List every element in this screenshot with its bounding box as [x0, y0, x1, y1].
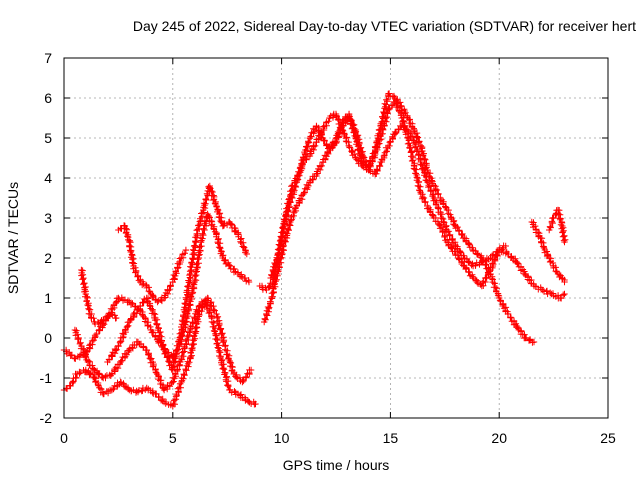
y-tick-label: 1	[44, 290, 52, 306]
x-axis-title: GPS time / hours	[283, 457, 390, 473]
data-point-markers	[546, 206, 569, 246]
y-tick-label: 7	[44, 50, 52, 66]
series-track-4	[115, 222, 190, 306]
y-tick-label: 6	[44, 90, 52, 106]
data-point-markers	[104, 182, 250, 374]
series-track-3	[78, 266, 120, 328]
series-track-8	[267, 90, 538, 346]
plot-frame	[63, 57, 609, 419]
y-axis-title: SDTVAR / TECUs	[5, 182, 21, 294]
x-tick-label: 0	[60, 430, 68, 446]
x-tick-label: 10	[274, 430, 290, 446]
y-tick-label: 5	[44, 130, 52, 146]
data-point-markers	[71, 294, 255, 394]
y-tick-label: 4	[44, 170, 52, 186]
y-tick-label: -1	[40, 370, 53, 386]
y-tick-label: 2	[44, 250, 52, 266]
x-tick-label: 25	[600, 430, 616, 446]
y-tick-label: -2	[40, 410, 53, 426]
series-track-10	[528, 218, 568, 286]
data-point-markers	[528, 218, 568, 286]
series-track-9	[261, 114, 509, 326]
y-tick-label: 0	[44, 330, 52, 346]
x-tick-label: 15	[383, 430, 399, 446]
series-track-6	[104, 182, 250, 374]
x-tick-label: 20	[491, 430, 507, 446]
data-point-markers	[78, 266, 120, 328]
data-point-markers	[115, 222, 190, 306]
series-track-5	[71, 294, 255, 394]
chart-title: Day 245 of 2022, Sidereal Day-to-day VTE…	[133, 18, 636, 34]
axis-ticks: 0 5 10 15 20 25 -2 -1 0 1 2 3 4 5 6 7	[40, 50, 616, 446]
series-track-11	[546, 206, 569, 246]
y-tick-label: 3	[44, 210, 52, 226]
data-point-markers	[267, 90, 538, 346]
data-point-markers	[261, 114, 509, 326]
x-tick-label: 5	[169, 430, 177, 446]
